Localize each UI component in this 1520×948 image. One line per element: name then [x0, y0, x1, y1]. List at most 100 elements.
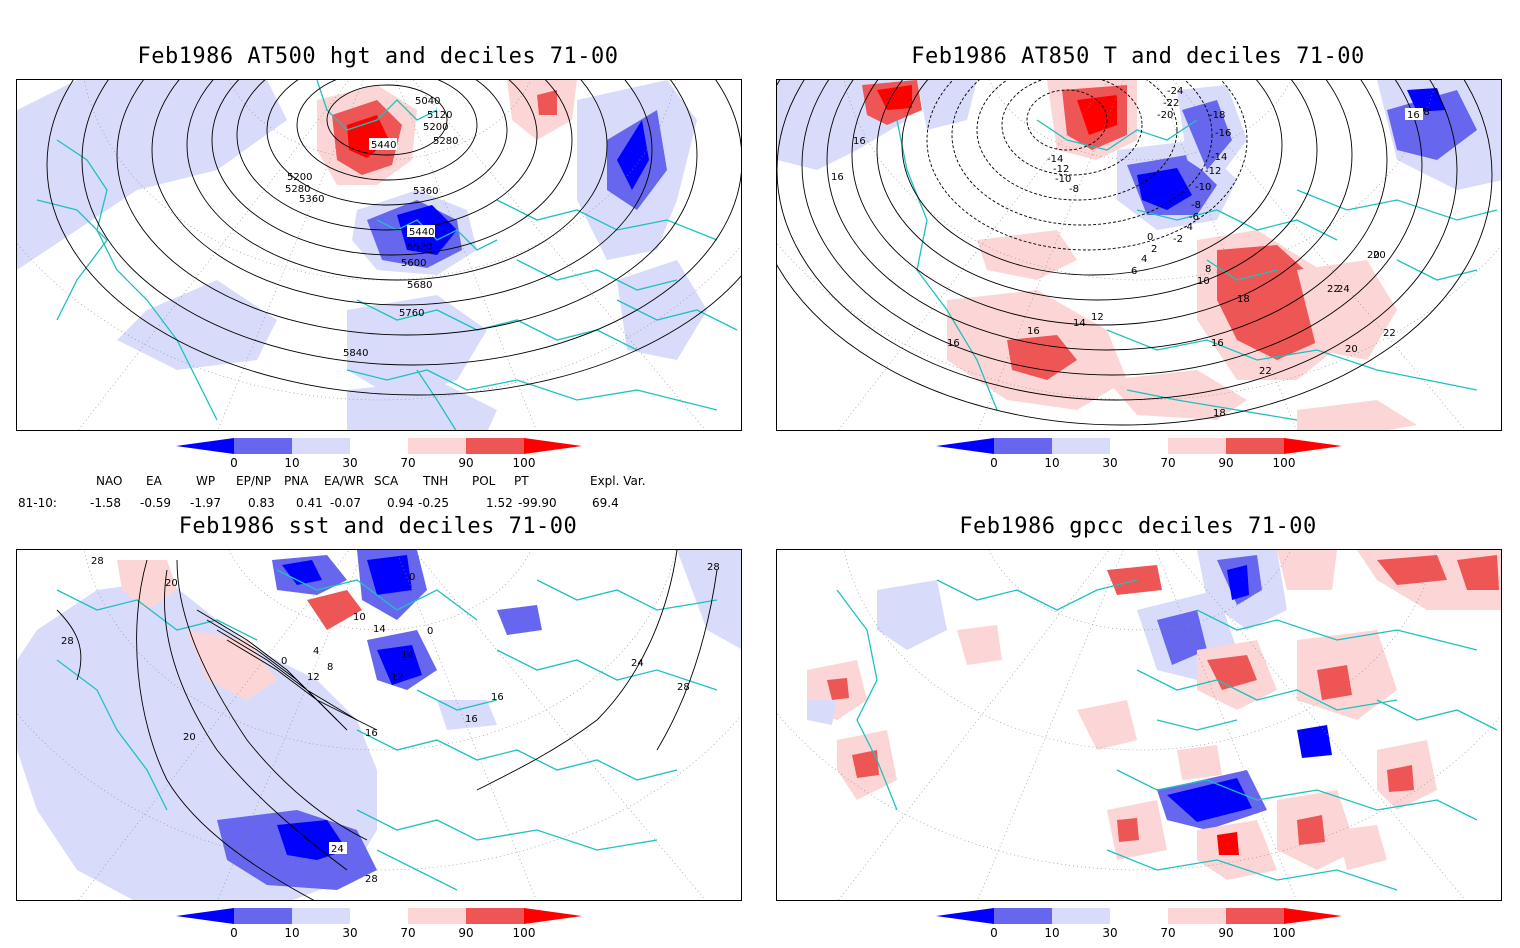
svg-text:24: 24	[631, 658, 644, 669]
cb-label-0: 0	[230, 456, 238, 470]
svg-text:-16: -16	[1215, 128, 1231, 139]
svg-text:5040: 5040	[415, 96, 440, 107]
svg-text:10: 10	[353, 612, 366, 623]
svg-text:28: 28	[61, 636, 74, 647]
cb-seg-0	[176, 438, 234, 454]
svg-text:5680: 5680	[407, 280, 432, 291]
svg-text:28: 28	[91, 556, 104, 567]
svg-text:5760: 5760	[399, 308, 424, 319]
cb-seg-4	[408, 438, 466, 454]
svg-text:16: 16	[947, 338, 960, 349]
index-value: -99.90	[518, 496, 557, 510]
svg-text:18: 18	[1417, 107, 1430, 118]
index-value: -0.07	[330, 496, 362, 510]
svg-text:5360: 5360	[299, 194, 324, 205]
cb-label-100: 100	[512, 456, 536, 470]
svg-text:4: 4	[1141, 254, 1147, 265]
coastlines	[896, 119, 1498, 421]
cb-label-90: 90	[1218, 926, 1234, 940]
svg-text:4: 4	[313, 646, 319, 657]
svg-text:6: 6	[1131, 266, 1137, 277]
svg-text:14: 14	[373, 624, 386, 635]
svg-text:-6: -6	[1189, 212, 1199, 223]
map-t850: -24 -22 -20 -18 -16 -14 -12 -10 -8 -14 -…	[776, 79, 1502, 431]
svg-text:16: 16	[1211, 338, 1224, 349]
index-header: EA/WR	[324, 474, 365, 488]
index-value: -1.58	[90, 496, 122, 510]
index-value: 0.83	[248, 496, 275, 510]
index-header: Expl. Var.	[590, 474, 646, 488]
svg-text:12: 12	[1091, 312, 1104, 323]
svg-text:16: 16	[1027, 326, 1040, 337]
svg-text:-4: -4	[1183, 222, 1193, 233]
cb-label-0: 0	[990, 456, 998, 470]
t850-contour-labels: -24 -22 -20 -18 -16 -14 -12 -10 -8 -14 -…	[831, 86, 1430, 419]
index-value: -0.59	[140, 496, 172, 510]
svg-text:-8: -8	[1191, 200, 1201, 211]
svg-text:20: 20	[1345, 344, 1358, 355]
cb-label-30: 30	[342, 926, 358, 940]
svg-text:16: 16	[1407, 110, 1420, 121]
cb-label-0: 0	[230, 926, 238, 940]
decile-shading	[17, 550, 741, 900]
panel-title-sst: Feb1986 sst and deciles 71-00	[178, 514, 578, 539]
svg-text:12: 12	[391, 672, 404, 683]
svg-text:0: 0	[1147, 232, 1153, 243]
svg-text:14: 14	[1073, 318, 1086, 329]
index-value: 0.94	[387, 496, 414, 510]
svg-text:-14: -14	[1211, 152, 1227, 163]
svg-text:16: 16	[853, 136, 866, 147]
map-sst: 28 20 28 0 4 8 12 10 14 14 0 0 12 16 16 …	[16, 549, 742, 901]
svg-text:14: 14	[401, 650, 414, 661]
cb-seg-5	[466, 438, 524, 454]
svg-text:0: 0	[427, 626, 433, 637]
cb-label-100: 100	[512, 926, 536, 940]
svg-text:28: 28	[365, 874, 378, 885]
coastlines	[836, 579, 1498, 891]
svg-text:22: 22	[1259, 366, 1272, 377]
hgt-contour-labels: 5040 5120 5200 5280 5200 5280 5360 5440 …	[285, 96, 458, 359]
colorbar-gpcc: 0 10 30 70 90 100	[936, 908, 1346, 948]
decile-shading	[807, 550, 1501, 880]
svg-text:16: 16	[831, 172, 844, 183]
sst-contours	[56, 550, 718, 900]
svg-text:24: 24	[1337, 284, 1350, 295]
cb-seg-1	[234, 438, 292, 454]
svg-text:2: 2	[1151, 244, 1157, 255]
latitude-grid	[777, 80, 1501, 430]
svg-text:-20: -20	[1157, 110, 1173, 121]
cb-label-10: 10	[284, 926, 300, 940]
cb-label-10: 10	[1044, 926, 1060, 940]
cb-label-70: 70	[1160, 926, 1176, 940]
svg-text:-24: -24	[1167, 86, 1183, 97]
cb-label-70: 70	[400, 456, 416, 470]
index-header: WP	[196, 474, 216, 488]
index-header: EA	[146, 474, 162, 488]
svg-text:8: 8	[327, 662, 333, 673]
svg-text:8: 8	[1205, 264, 1211, 275]
latitude-grid	[17, 80, 741, 430]
cb-label-100: 100	[1272, 456, 1296, 470]
svg-text:5440: 5440	[371, 140, 396, 151]
cb-label-70: 70	[400, 926, 416, 940]
panel-title-hgt: Feb1986 AT500 hgt and deciles 71-00	[137, 44, 619, 69]
panel-title-t850: Feb1986 AT850 T and deciles 71-00	[911, 44, 1365, 69]
svg-text:16: 16	[365, 728, 378, 739]
index-value: 1.52	[486, 496, 513, 510]
svg-text:-12: -12	[1205, 166, 1221, 177]
svg-text:0: 0	[281, 656, 287, 667]
cb-label-10: 10	[284, 456, 300, 470]
cb-label-90: 90	[1218, 456, 1234, 470]
svg-text:18: 18	[1237, 294, 1250, 305]
cb-seg-3	[350, 438, 408, 454]
svg-text:-18: -18	[1209, 110, 1225, 121]
cb-label-30: 30	[342, 456, 358, 470]
svg-text:24: 24	[331, 844, 344, 855]
index-header: EP/NP	[236, 474, 272, 488]
svg-text:5120: 5120	[427, 110, 452, 121]
cb-label-100: 100	[1272, 926, 1296, 940]
decile-shading	[17, 80, 707, 430]
svg-text:22: 22	[1383, 328, 1396, 339]
svg-text:5280: 5280	[285, 184, 310, 195]
svg-text:-8: -8	[1069, 184, 1079, 195]
